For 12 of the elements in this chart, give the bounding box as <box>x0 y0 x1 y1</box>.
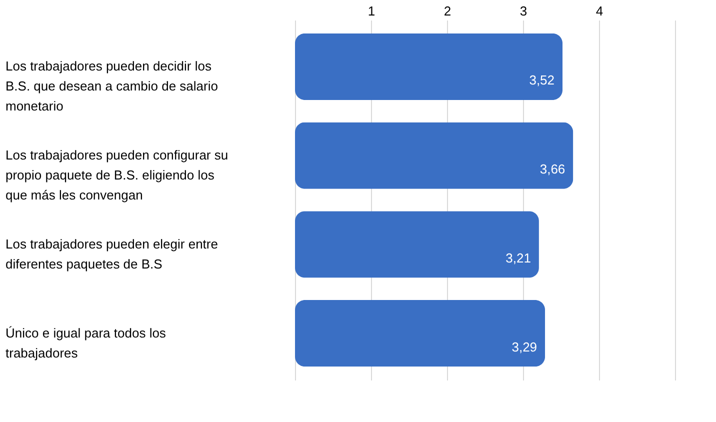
data-label: 3,66 <box>540 162 566 177</box>
y-tick-label: Único e igual para todos los trabajadores <box>6 325 166 360</box>
x-tick-label: 3 <box>520 4 528 18</box>
x-tick-label: 2 <box>444 4 452 18</box>
x-tick-label: 1 <box>368 4 376 18</box>
y-tick-label: Los trabajadores pueden decidir los B.S. que desean a cambio de salario monetario <box>6 58 218 114</box>
y-tick-label: Los trabajadores pueden configurar su propio paquete de B.S. eligiendo los que más les convengan <box>6 148 228 203</box>
data-label: 3,52 <box>529 72 555 88</box>
x-tick-label: 4 <box>596 4 604 18</box>
y-tick-label: Los trabajadores pueden elegir entre diferentes paquetes de B.S <box>6 236 218 272</box>
data-label: 3,21 <box>506 250 531 266</box>
data-label: 3,29 <box>512 339 538 354</box>
